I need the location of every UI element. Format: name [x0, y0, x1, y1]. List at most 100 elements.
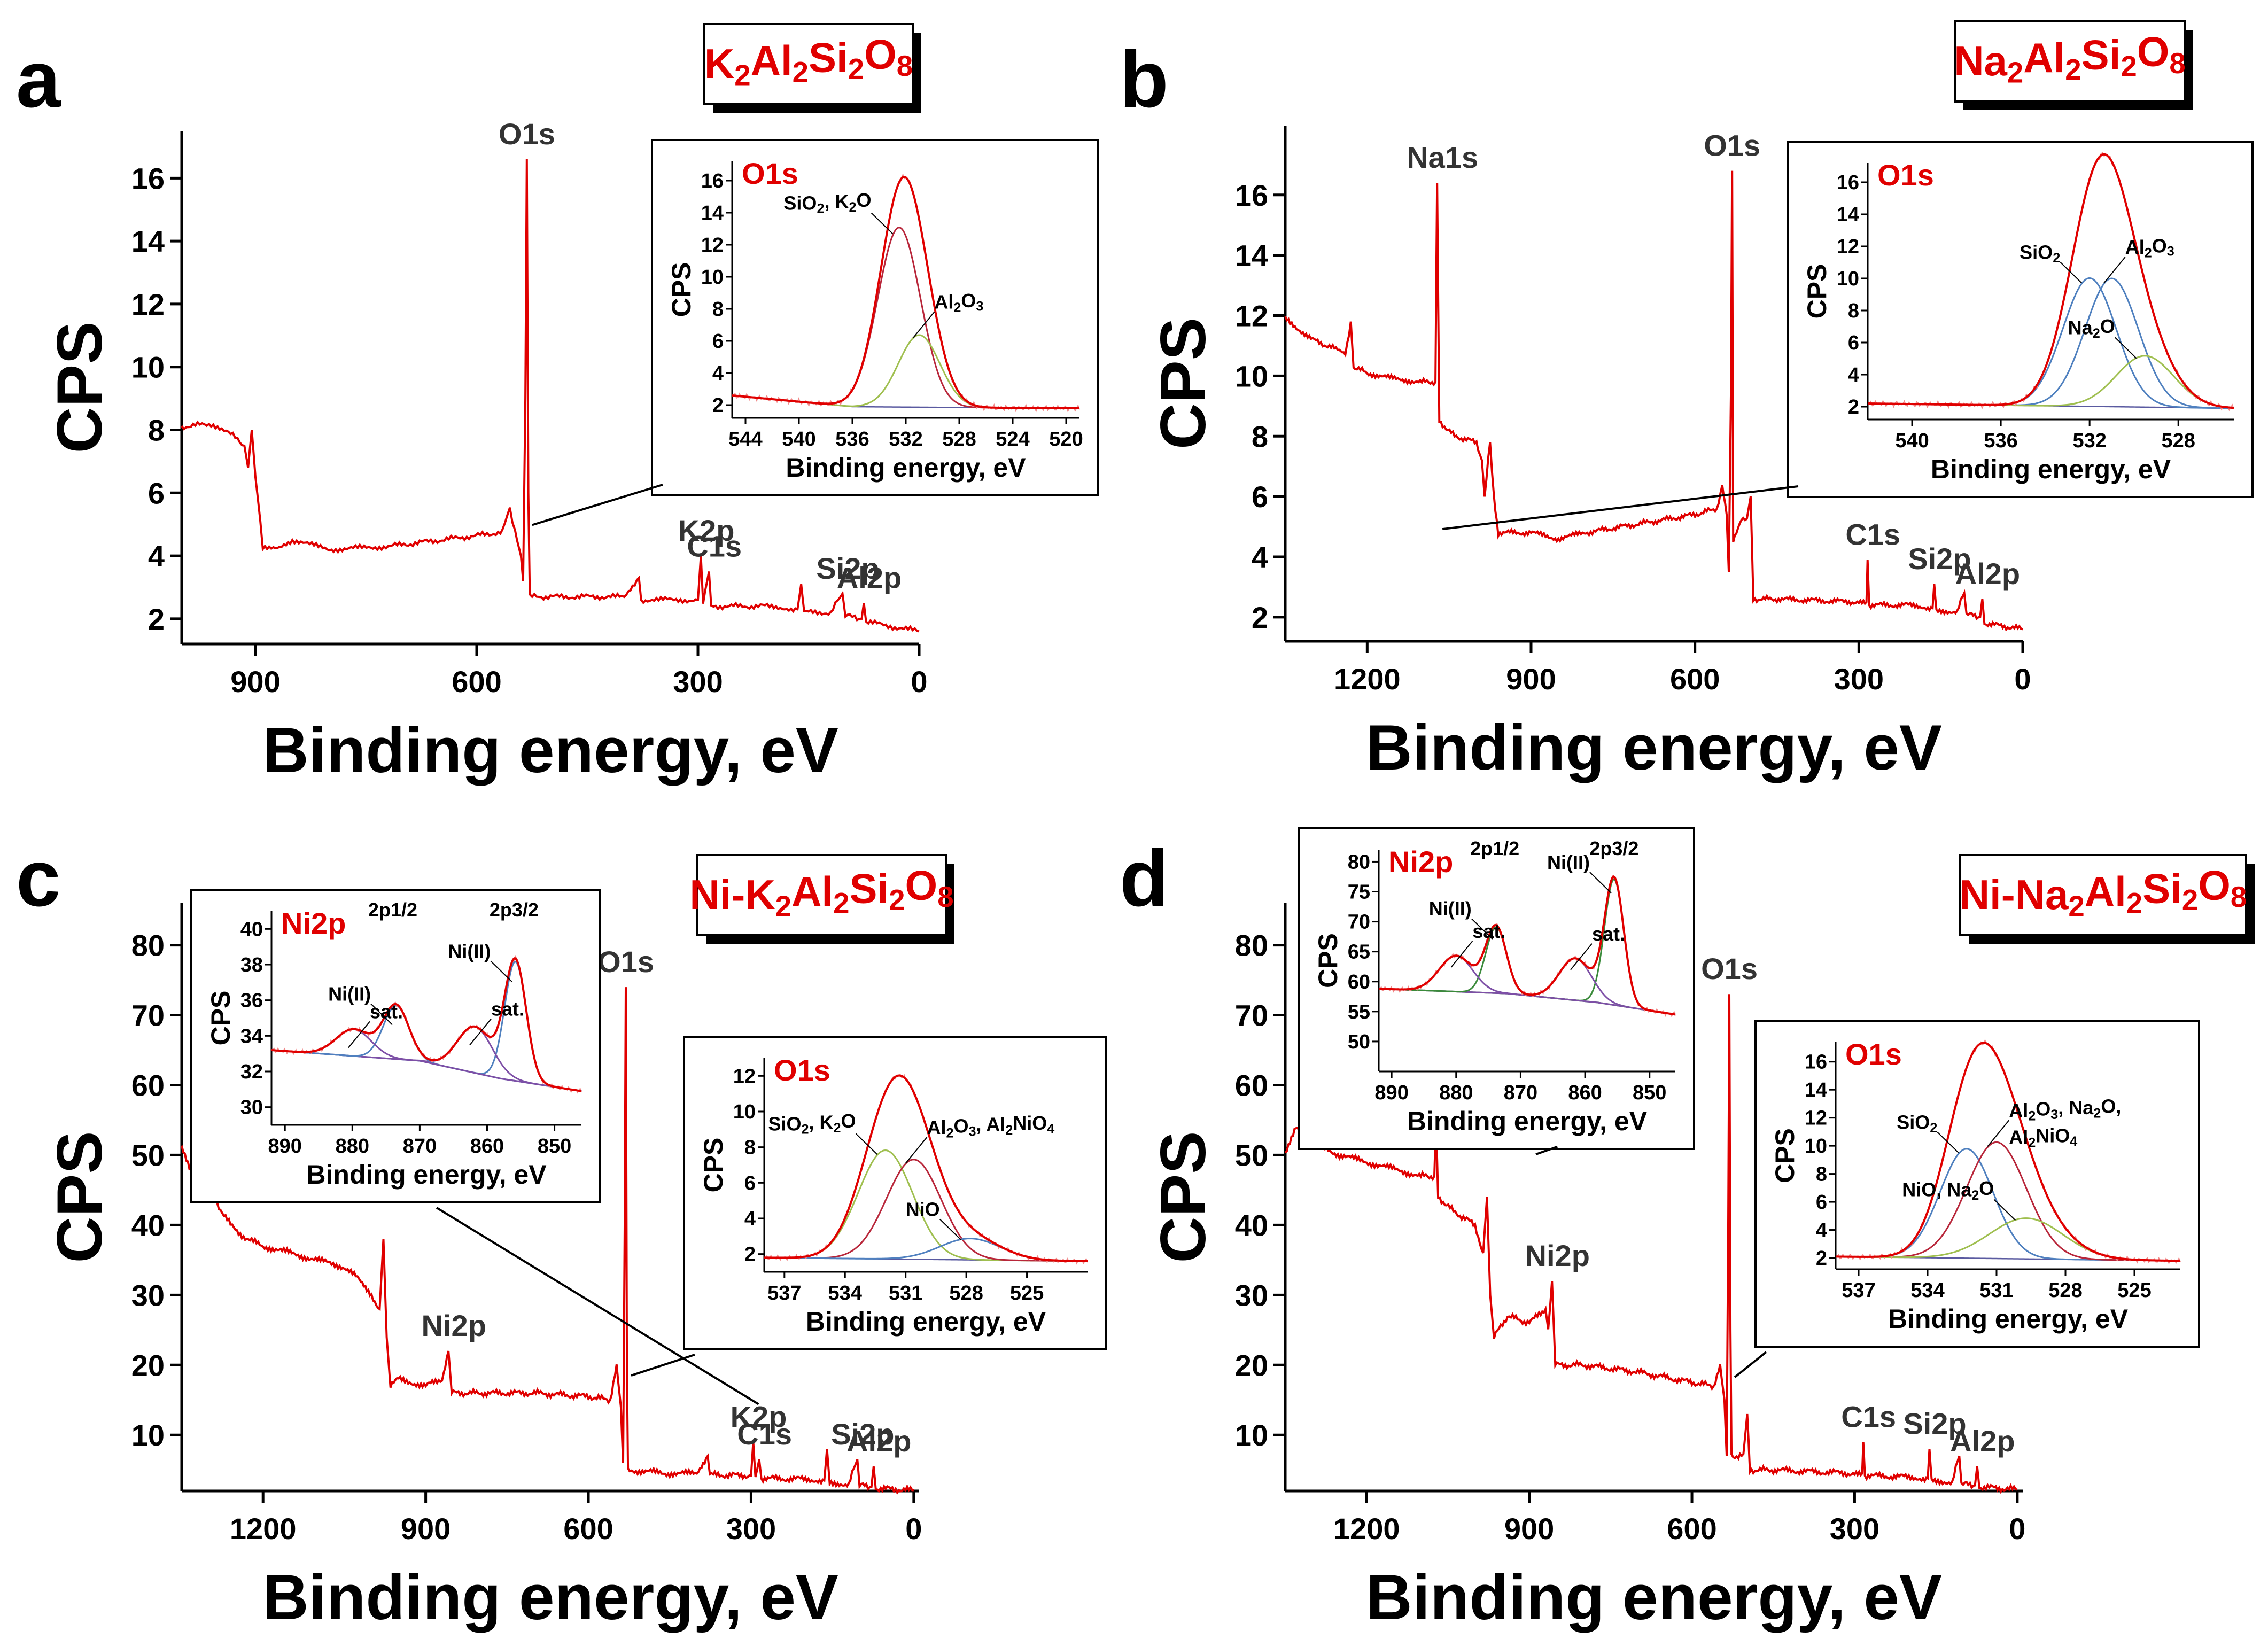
panel-letter: b	[1120, 34, 1169, 124]
inset-y-tick-label: 6	[1816, 1191, 1827, 1214]
inset-y-tick-label: 6	[712, 330, 724, 353]
y-tick-label: 10	[131, 1418, 165, 1452]
inset-leader	[1937, 1131, 1959, 1154]
inset-peak-label: 2p3/2	[1589, 837, 1638, 859]
y-tick-label: 6	[1252, 480, 1268, 514]
inset-y-tick-label: 10	[733, 1101, 756, 1123]
inset-component-label: sat.	[1592, 923, 1625, 945]
x-tick-label: 900	[230, 665, 280, 698]
inset-y-tick-label: 12	[701, 234, 724, 257]
peak-label: Na1s	[1407, 141, 1478, 174]
y-tick-label: 8	[1252, 420, 1268, 453]
x-tick-label: 600	[452, 665, 501, 698]
inset-y-tick-label: 38	[240, 954, 263, 976]
y-tick-label: 60	[131, 1068, 165, 1102]
x-tick-label: 900	[1504, 1512, 1554, 1545]
inset-leader	[1993, 1199, 2016, 1221]
panel-letter: a	[16, 34, 61, 124]
inset-frame	[651, 139, 1099, 496]
y-tick-label: 70	[1235, 999, 1268, 1032]
inset-y-tick-label: 75	[1348, 881, 1370, 904]
x-tick-label: 1200	[230, 1512, 297, 1545]
peak-label: Ni2p	[422, 1309, 486, 1342]
y-tick-label: 12	[131, 288, 165, 321]
inset-x-tick-label: 850	[1633, 1082, 1666, 1104]
inset-y-axis-label: CPS	[698, 1138, 728, 1193]
inset-y-tick-label: 2	[712, 394, 724, 417]
inset-component-label: Ni(II)	[328, 983, 371, 1005]
inset-component-label: Al2NiO4	[2009, 1125, 2077, 1151]
inset-x-tick-label: 532	[2072, 430, 2106, 452]
y-tick-label: 30	[131, 1278, 165, 1312]
inset-x-tick-label: 890	[1374, 1082, 1408, 1104]
inset-y-tick-label: 4	[1816, 1219, 1827, 1242]
peak-label: Al2p	[846, 1424, 911, 1458]
x-tick-label: 600	[1670, 662, 1720, 696]
inset-y-tick-label: 34	[240, 1025, 263, 1047]
y-tick-label: 16	[1235, 178, 1268, 212]
inset-component-label: NiO, Na2O	[1902, 1177, 1994, 1203]
x-tick-label: 600	[1667, 1512, 1716, 1545]
inset-y-tick-label: 4	[1848, 364, 1859, 386]
inset-y-tick-label: 16	[701, 170, 724, 192]
inset-y-tick-label: 2	[1848, 396, 1859, 418]
title-box	[703, 23, 914, 105]
inset-y-tick-label: 12	[1837, 236, 1859, 258]
inset-component-label: Al2O3, Na2O,	[2009, 1095, 2121, 1123]
inset-frame	[1298, 827, 1695, 1150]
inset-x-tick-label: 536	[835, 428, 869, 450]
y-tick-label: 16	[131, 161, 165, 195]
inset-envelope	[271, 957, 582, 1092]
inset-y-tick-label: 70	[1348, 911, 1370, 934]
inset-y-tick-label: 50	[1348, 1031, 1370, 1053]
y-tick-label: 8	[148, 414, 165, 447]
inset-x-tick-label: 880	[1439, 1082, 1473, 1104]
inset-y-tick-label: 12	[1805, 1107, 1827, 1130]
inset-o1s: 544 540 536 532 528 524 520 2 4 6 8 10 12 14 16 Binding…	[651, 139, 1099, 496]
y-tick-label: 30	[1235, 1278, 1268, 1312]
inset-arrow	[1442, 485, 1799, 531]
peak-label: Si2p	[831, 1417, 894, 1451]
peak-label: Ni2p	[1525, 1239, 1590, 1272]
title-box	[1954, 20, 2186, 103]
y-tick-label: 2	[148, 602, 165, 636]
inset-x-tick-label: 537	[1842, 1279, 1875, 1302]
inset-component-label: sat.	[1472, 920, 1505, 942]
x-tick-label: 0	[911, 665, 927, 698]
survey-spectrum	[181, 987, 914, 1495]
inset-x-tick-label: 537	[767, 1282, 801, 1304]
panel-b: b 1200 900 600 300 0 2 4 6 8 10 12 14 16 Binding energ…	[1120, 20, 2254, 783]
y-tick-label: 60	[1235, 1068, 1268, 1102]
inset-arrow	[631, 1354, 695, 1377]
x-tick-label: 1200	[1333, 1512, 1400, 1545]
x-tick-label: 0	[905, 1512, 922, 1545]
inset-y-tick-label: 10	[701, 266, 724, 289]
inset-x-tick-label: 870	[403, 1135, 437, 1158]
inset-x-axis-label: Binding energy, eV	[1931, 454, 2171, 484]
x-axis-label: Binding energy, eV	[262, 1562, 838, 1633]
peak-label: K2p	[678, 514, 735, 547]
inset-component-label: SiO2	[2020, 241, 2060, 265]
y-tick-label: 70	[131, 999, 165, 1032]
peak-label: O1s	[499, 117, 555, 151]
inset-x-tick-label: 880	[336, 1135, 369, 1158]
inset-leader	[1471, 918, 1494, 940]
inset-leader	[490, 960, 513, 983]
y-tick-label: 4	[148, 539, 165, 573]
inset-y-tick-label: 55	[1348, 1001, 1370, 1023]
inset-y-tick-label: 14	[1837, 204, 1859, 226]
inset-y-tick-label: 12	[733, 1065, 756, 1088]
inset-envelope	[1867, 153, 2234, 409]
inset-y-tick-label: 8	[712, 298, 724, 321]
inset-leader	[1450, 941, 1473, 968]
panel-letter: d	[1120, 833, 1169, 923]
inset-envelope	[732, 176, 1079, 409]
inset-x-tick-label: 528	[2162, 430, 2195, 452]
y-tick-label: 12	[1235, 299, 1268, 333]
inset-component-label: SiO2, K2O	[783, 189, 871, 216]
panel-title: K2Al2Si2O8	[704, 30, 913, 91]
inset-peak-label: 2p1/2	[1470, 837, 1519, 859]
panel-a: a 900 600 300 0 2 4 6 8 10 12 14 16 Binding energy, e…	[16, 23, 1099, 786]
inset-y-tick-label: 8	[1848, 300, 1859, 322]
y-tick-label: 2	[1252, 601, 1268, 634]
